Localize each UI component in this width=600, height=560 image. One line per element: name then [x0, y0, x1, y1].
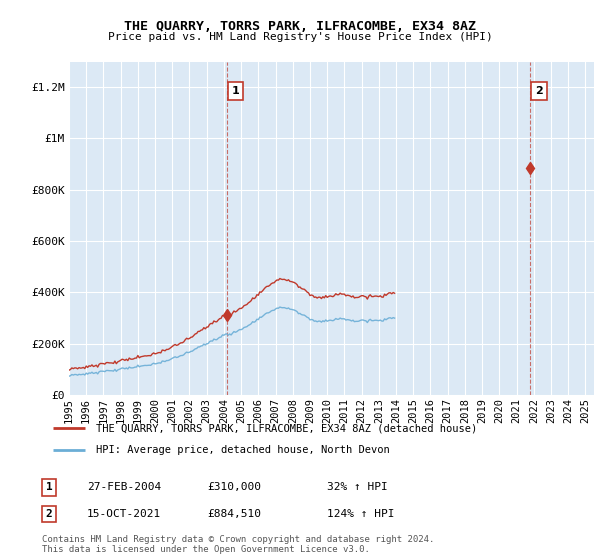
Text: Price paid vs. HM Land Registry's House Price Index (HPI): Price paid vs. HM Land Registry's House …	[107, 32, 493, 43]
Text: 1: 1	[232, 86, 239, 96]
Text: 2: 2	[46, 509, 53, 519]
Text: THE QUARRY, TORRS PARK, ILFRACOMBE, EX34 8AZ (detached house): THE QUARRY, TORRS PARK, ILFRACOMBE, EX34…	[96, 423, 477, 433]
Text: Contains HM Land Registry data © Crown copyright and database right 2024.
This d: Contains HM Land Registry data © Crown c…	[42, 535, 434, 554]
Text: 32% ↑ HPI: 32% ↑ HPI	[327, 482, 388, 492]
Text: 27-FEB-2004: 27-FEB-2004	[87, 482, 161, 492]
Text: 124% ↑ HPI: 124% ↑ HPI	[327, 509, 395, 519]
Text: 2: 2	[535, 86, 543, 96]
Text: 15-OCT-2021: 15-OCT-2021	[87, 509, 161, 519]
Text: HPI: Average price, detached house, North Devon: HPI: Average price, detached house, Nort…	[96, 445, 390, 455]
Text: £884,510: £884,510	[207, 509, 261, 519]
Text: £310,000: £310,000	[207, 482, 261, 492]
Text: 1: 1	[46, 482, 53, 492]
Text: THE QUARRY, TORRS PARK, ILFRACOMBE, EX34 8AZ: THE QUARRY, TORRS PARK, ILFRACOMBE, EX34…	[124, 20, 476, 32]
